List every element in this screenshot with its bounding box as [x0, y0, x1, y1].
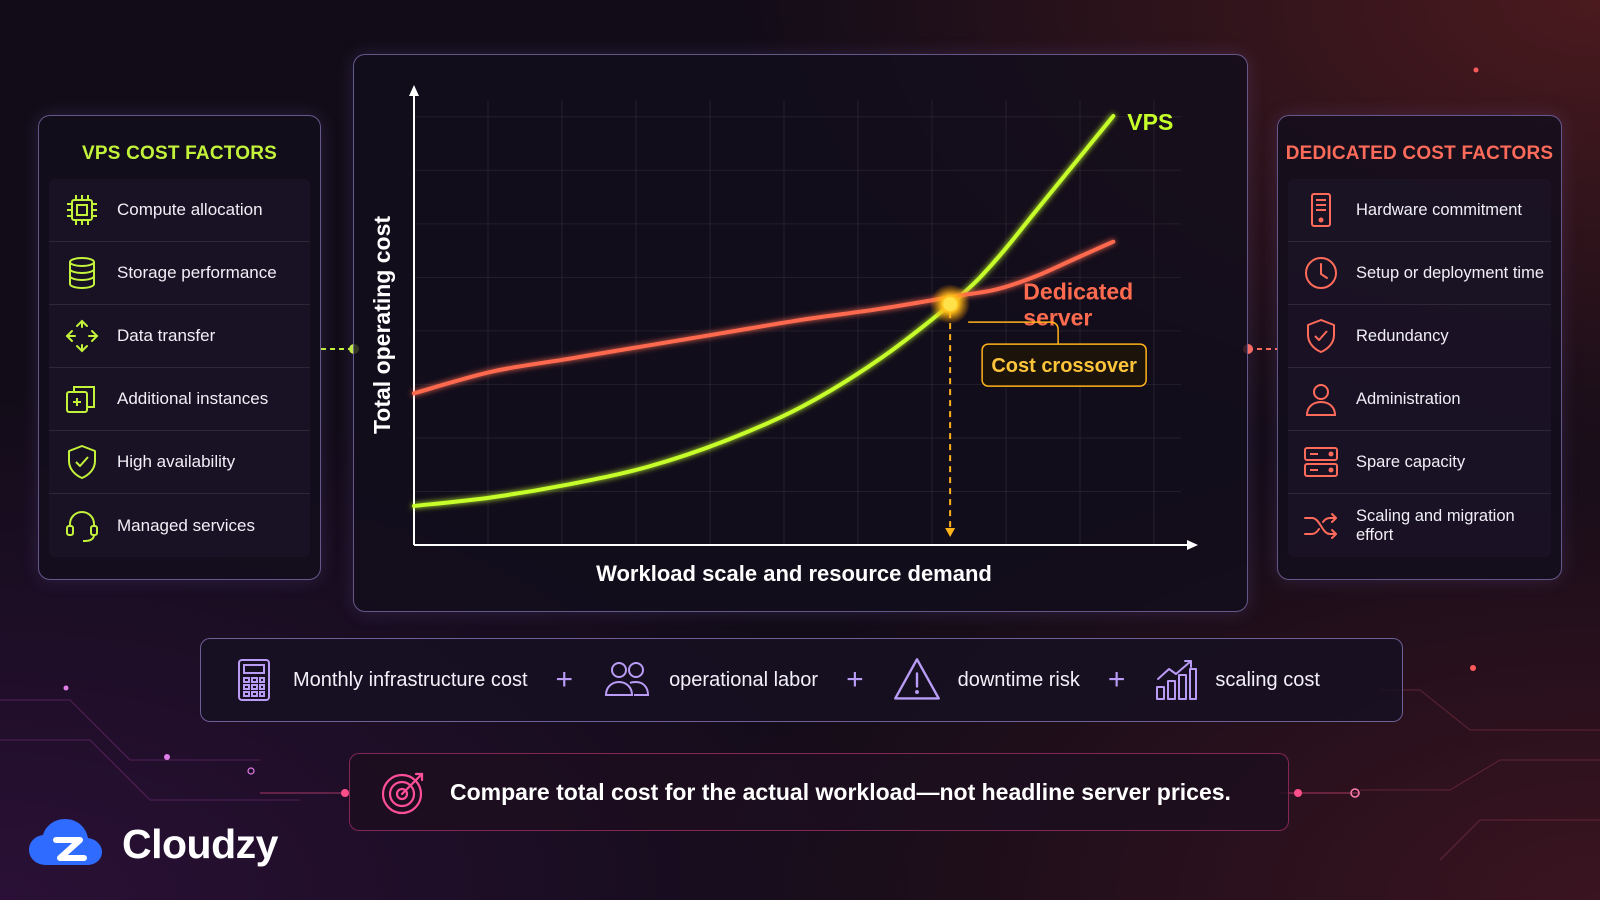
total-cost-formula: Monthly infrastructure cost + operationa… — [200, 638, 1403, 722]
takeaway-text: Compare total cost for the actual worklo… — [450, 778, 1231, 805]
shield-check-icon — [1307, 319, 1335, 353]
headset-icon — [66, 510, 98, 542]
series-label-dedicated-server: Dedicated server — [1023, 279, 1133, 331]
growth-chart-icon — [1156, 660, 1198, 700]
series-line-dedicated-server — [412, 239, 1116, 396]
server-rack-icon — [1304, 447, 1338, 477]
dedicated-factor-setup: Setup or deployment time — [1288, 242, 1551, 305]
series-line-vps — [412, 114, 1116, 508]
dedicated-factor-label: Administration — [1356, 389, 1461, 408]
dedicated-cost-factors-panel: DEDICATED COST FACTORS Hardware commitme… — [1277, 115, 1562, 580]
brand-logo: Cloudzy — [26, 815, 278, 873]
vps-factor-storage: Storage performance — [49, 242, 310, 305]
brand-name: Cloudzy — [122, 820, 278, 867]
dedicated-factor-label: Scaling and migration effort — [1356, 506, 1515, 544]
cost-chart-panel: VPS Dedicated server Cost crossover Total … — [353, 54, 1248, 612]
dedicated-factor-scaling: Scaling and migration effort — [1288, 494, 1551, 557]
vps-factor-label: Additional instances — [117, 389, 269, 408]
formula-term-scaling: scaling cost — [1153, 657, 1320, 703]
chart-grid — [414, 100, 1181, 545]
dedicated-factor-hardware: Hardware commitment — [1288, 179, 1551, 242]
vps-factor-transfer: Data transfer — [49, 305, 310, 368]
dedicated-factors-title: DEDICATED COST FACTORS — [1285, 143, 1554, 164]
dedicated-factor-label: Spare capacity — [1356, 452, 1466, 471]
people-icon — [605, 662, 650, 696]
vps-cost-factors-panel: VPS COST FACTORS Compute allocation Stor — [38, 115, 321, 580]
vps-factor-label: Data transfer — [117, 326, 216, 345]
transfer-arrows-icon — [65, 319, 99, 353]
x-axis-label: Workload scale and resource demand — [596, 561, 992, 586]
formula-term-label: Monthly infrastructure cost — [293, 668, 528, 691]
series-label-vps: VPS — [1127, 109, 1173, 135]
formula-term-label: scaling cost — [1215, 668, 1320, 691]
clock-icon — [1305, 257, 1337, 289]
takeaway-banner: Compare total cost for the actual worklo… — [349, 753, 1289, 831]
shuffle-arrows-icon — [1304, 512, 1337, 539]
vps-factor-instances: Additional instances — [49, 368, 310, 431]
vps-factor-availability: High availability — [49, 431, 310, 494]
dedicated-factor-spare: Spare capacity — [1288, 431, 1551, 494]
vps-factor-label: Compute allocation — [117, 200, 263, 219]
dedicated-factor-administration: Administration — [1288, 368, 1551, 431]
formula-term-infrastructure: Monthly infrastructure cost — [231, 657, 528, 703]
dedicated-factor-redundancy: Redundancy — [1288, 305, 1551, 368]
dedicated-factor-list: Hardware commitment Setup or deployment … — [1288, 179, 1551, 557]
formula-term-label: downtime risk — [957, 668, 1080, 691]
cost-crossover-chart: VPS Dedicated server Cost crossover Total … — [369, 85, 1198, 586]
server-tower-icon — [1311, 193, 1331, 227]
vps-factor-compute: Compute allocation — [49, 179, 310, 242]
dedicated-factor-label: Setup or deployment time — [1356, 263, 1545, 282]
dedicated-factor-label: Redundancy — [1356, 326, 1449, 345]
vps-factor-list: Compute allocation Storage performance D… — [49, 179, 310, 557]
vps-factor-managed: Managed services — [49, 494, 310, 557]
user-icon — [1305, 384, 1337, 416]
crossover-point — [943, 297, 958, 312]
crossover-label-box — [981, 343, 1147, 387]
dedicated-factor-label: Hardware commitment — [1356, 200, 1522, 219]
formula-term-downtime: downtime risk — [892, 655, 1080, 705]
crossover-arrowhead — [945, 528, 956, 537]
vps-factor-label: Storage performance — [117, 263, 277, 282]
crossover-label: Cost crossover — [991, 355, 1137, 377]
target-icon — [381, 772, 424, 815]
chart-axes — [409, 85, 1198, 550]
warning-icon — [893, 658, 940, 700]
formula-term-label: operational labor — [669, 668, 819, 691]
plus-sign: + — [1107, 663, 1126, 696]
crossover-leader-line — [968, 321, 1059, 345]
database-icon — [69, 257, 95, 290]
cpu-chip-icon — [67, 195, 97, 225]
vps-factor-label: High availability — [117, 452, 236, 471]
y-axis-label: Total operating cost — [369, 216, 395, 434]
formula-term-labor: operational labor — [601, 657, 818, 703]
plus-sign: + — [555, 663, 574, 696]
vps-factor-label: Managed services — [117, 515, 255, 535]
stacked-windows-icon — [66, 386, 95, 413]
vps-factors-title: VPS COST FACTORS — [82, 143, 277, 164]
calculator-icon — [238, 659, 270, 701]
shield-check-icon — [68, 445, 96, 479]
cloudzy-logo-icon — [29, 819, 102, 865]
plus-sign: + — [846, 663, 864, 696]
